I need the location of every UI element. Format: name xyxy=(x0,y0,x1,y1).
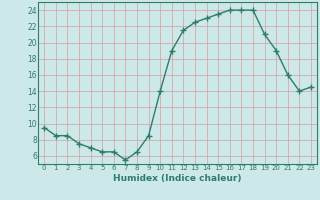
X-axis label: Humidex (Indice chaleur): Humidex (Indice chaleur) xyxy=(113,174,242,183)
